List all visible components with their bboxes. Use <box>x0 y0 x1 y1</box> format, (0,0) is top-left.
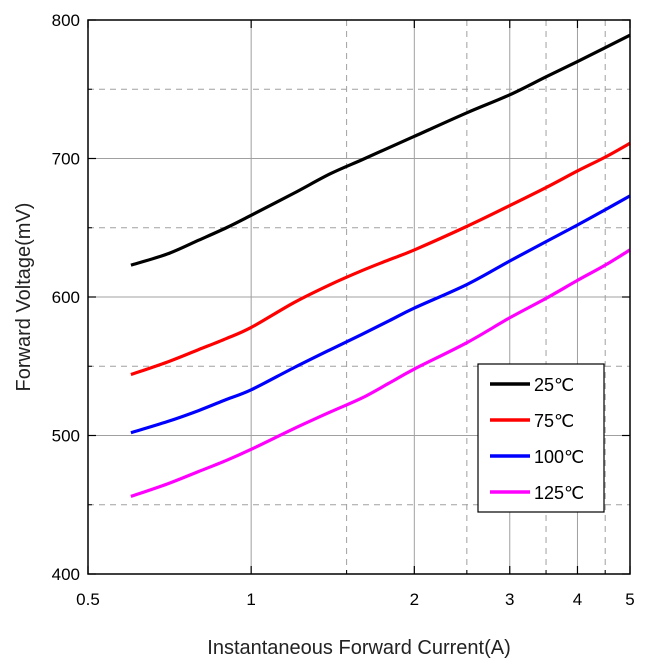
y-axis-title: Forward Voltage(mV) <box>13 203 35 392</box>
legend-label-1: 75℃ <box>534 411 574 431</box>
x-tick-label: 4 <box>573 590 582 609</box>
x-tick-label: 1 <box>246 590 255 609</box>
series-line-0 <box>130 33 631 267</box>
x-tick-label: 3 <box>505 590 514 609</box>
series-line-2 <box>130 194 631 435</box>
x-tick-label: 2 <box>410 590 419 609</box>
legend-box <box>477 363 605 513</box>
legend-label-0: 25℃ <box>534 375 574 395</box>
y-tick-label: 600 <box>52 288 80 307</box>
y-tick-label: 700 <box>52 150 80 169</box>
x-tick-label: 0.5 <box>76 590 100 609</box>
legend-label-2: 100℃ <box>534 447 584 467</box>
legend-label-3: 125℃ <box>534 483 584 503</box>
series-line-3 <box>130 248 631 498</box>
axis-ticks: 0.5 1 2 3 4 5 400 500 600 700 800 <box>52 11 635 609</box>
y-tick-label: 400 <box>52 565 80 584</box>
x-axis-title: Instantaneous Forward Current(A) <box>207 637 510 659</box>
y-tick-label: 500 <box>52 427 80 446</box>
x-tick-label: 5 <box>625 590 634 609</box>
series-lines <box>130 33 631 498</box>
legend: 25℃ 75℃ 100℃ 125℃ <box>477 363 605 513</box>
y-tick-label: 800 <box>52 11 80 30</box>
series-line-1 <box>130 141 631 377</box>
